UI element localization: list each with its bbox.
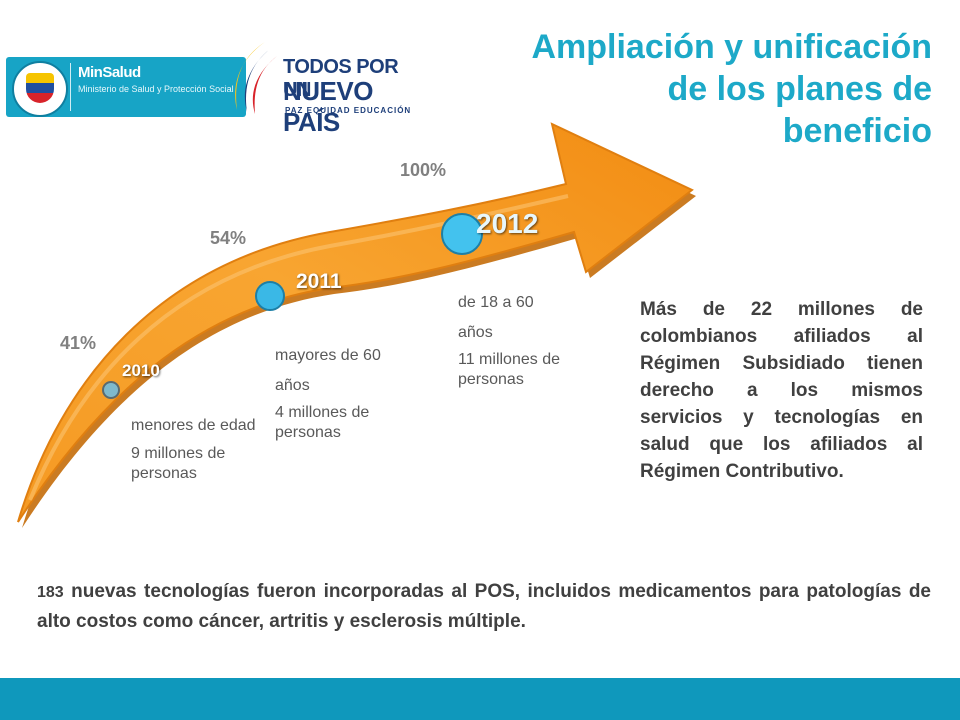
arrow-body (17, 122, 694, 523)
campaign-line2: NUEVO PAÍS (283, 76, 373, 137)
coat-of-arms-icon (26, 73, 54, 103)
todos-por-un-nuevo-pais-logo: TODOS POR UN NUEVO PAÍS PAZ EQUIDAD EDUC… (225, 38, 415, 137)
coverage-statement: Más de 22 millones de colombianos afilia… (640, 299, 923, 482)
minsalud-name: MinSalud (78, 64, 141, 81)
milestone-2010-people: 9 millones de personas (131, 445, 226, 482)
year-2010: 2010 (122, 361, 160, 380)
title-line-3: beneficio (782, 112, 932, 150)
milestone-2011-desc: mayores de 60 años 4 millones de persona… (275, 341, 405, 443)
minsalud-subtitle: Ministerio de Salud y Protección Social (78, 84, 234, 94)
year-2011: 2011 (296, 270, 342, 293)
technologies-count: 183 (37, 584, 64, 601)
page-title: Ampliación y unificación de los planes d… (412, 26, 932, 152)
arrow-highlight (28, 194, 569, 501)
year-2012: 2012 (476, 208, 539, 239)
milestone-dot-2010 (102, 381, 120, 399)
percent-2012: 100% (400, 160, 447, 180)
title-line-1: Ampliación y unificación (531, 28, 932, 66)
title-line-2: de los planes de (667, 70, 932, 108)
milestone-dot-2012 (441, 213, 483, 255)
milestone-2010-desc: menores de edad 9 millones de personas (131, 416, 261, 484)
campaign-tagline: PAZ EQUIDAD EDUCACIÓN (285, 106, 412, 115)
logo-divider (70, 63, 71, 111)
milestone-2011-group: mayores de 60 años (275, 347, 381, 394)
percent-2010: 41% (60, 333, 97, 353)
percent-2011: 54% (210, 228, 247, 248)
milestone-2012-desc: de 18 a 60 años 11 millones de personas (458, 288, 588, 390)
minsalud-logo: MinSalud Ministerio de Salud y Protecció… (6, 57, 246, 117)
technologies-text: nuevas tecnologías fueron incorporadas a… (37, 581, 931, 632)
milestone-dot-2011 (255, 281, 285, 311)
milestone-2010-group: menores de edad (131, 417, 256, 434)
footer-bar (0, 678, 960, 720)
milestone-2011-people: 4 millones de personas (275, 404, 370, 441)
pos-technologies-statement: 183 nuevas tecnologías fueron incorporad… (37, 577, 931, 636)
milestone-2012-people: 11 millones de personas (458, 351, 560, 388)
campaign-line1: TODOS POR UN (283, 56, 399, 101)
milestone-2012-group: de 18 a 60 años (458, 294, 534, 341)
colombia-seal-icon (12, 61, 68, 117)
